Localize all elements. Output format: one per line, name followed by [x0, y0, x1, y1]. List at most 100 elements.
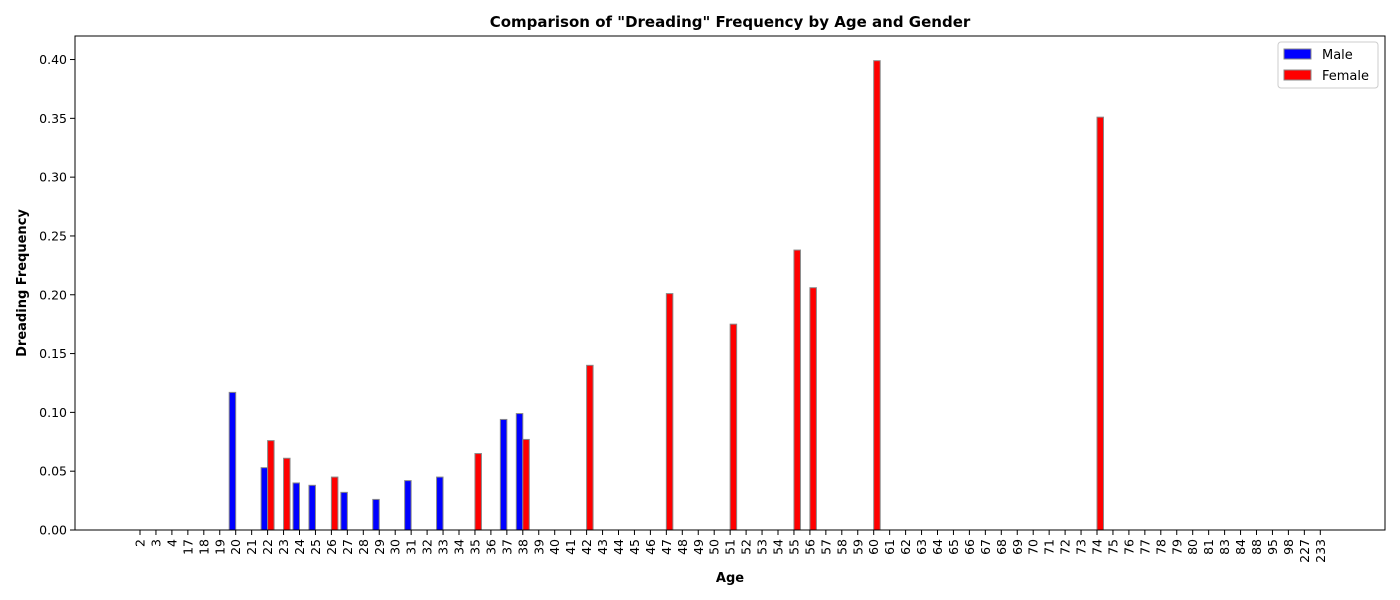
x-tick-label: 18 — [196, 539, 211, 555]
x-tick-label: 81 — [1201, 539, 1216, 555]
x-tick-label: 53 — [755, 539, 770, 555]
x-axis-label: Age — [716, 571, 744, 586]
x-tick-label: 40 — [547, 539, 562, 555]
bar-female-38 — [522, 438, 530, 531]
y-tick-label: 0.25 — [39, 228, 67, 243]
legend-swatch-male — [1283, 48, 1312, 60]
bar-female-60 — [873, 60, 881, 531]
y-tick-label: 0.15 — [39, 346, 67, 361]
x-tick-label: 57 — [818, 539, 833, 555]
legend-label-female: Female — [1322, 69, 1369, 84]
x-tick-label: 55 — [786, 539, 801, 555]
x-tick-label: 56 — [802, 539, 817, 555]
x-tick-label: 4 — [164, 539, 179, 547]
x-tick-label: 33 — [436, 539, 451, 555]
x-tick-label: 80 — [1185, 539, 1200, 555]
x-tick-label: 61 — [882, 539, 897, 555]
x-tick-label: 95 — [1265, 539, 1280, 555]
x-tick-label: 34 — [452, 539, 467, 555]
bar-male-24 — [292, 482, 300, 531]
bar-female-55 — [793, 249, 801, 531]
x-tick-label: 49 — [691, 539, 706, 555]
x-tick-label: 20 — [228, 539, 243, 555]
bar-male-20 — [228, 391, 237, 531]
x-tick-label: 64 — [930, 539, 945, 555]
y-tick-label: 0.35 — [39, 111, 67, 126]
x-tick-label: 65 — [946, 539, 961, 555]
x-tick-label: 63 — [914, 539, 929, 555]
legend-swatch-female — [1283, 69, 1312, 81]
x-tick-label: 73 — [1074, 539, 1089, 555]
bar-male-29 — [372, 498, 380, 531]
x-tick-label: 71 — [1042, 539, 1057, 555]
y-tick-label: 0.40 — [39, 52, 67, 67]
x-tick-label: 75 — [1105, 539, 1120, 555]
x-tick-label: 29 — [372, 539, 387, 555]
x-tick-label: 227 — [1297, 539, 1312, 563]
x-tick-label: 67 — [978, 539, 993, 555]
x-tick-label: 35 — [467, 539, 482, 555]
y-tick-label: 0.00 — [39, 523, 67, 538]
x-tick-label: 76 — [1121, 539, 1136, 555]
x-tick-label: 83 — [1217, 539, 1232, 555]
x-tick-label: 50 — [707, 539, 722, 555]
x-tick-label: 60 — [866, 539, 881, 555]
bar-female-56 — [809, 287, 817, 531]
x-tick-label: 41 — [563, 539, 578, 555]
x-tick-label: 74 — [1090, 539, 1105, 555]
y-tick-label: 0.20 — [39, 287, 67, 302]
x-tick-label: 46 — [643, 539, 658, 555]
x-tick-label: 88 — [1249, 539, 1264, 555]
x-tick-label: 69 — [1010, 539, 1025, 555]
y-tick-label: 0.30 — [39, 170, 67, 185]
x-tick-label: 58 — [834, 539, 849, 555]
x-tick-label: 38 — [515, 539, 530, 555]
x-tick-label: 233 — [1313, 539, 1328, 563]
bar-female-74 — [1096, 116, 1104, 531]
legend-label-male: Male — [1322, 48, 1353, 63]
x-tick-label: 23 — [276, 539, 291, 555]
x-tick-label: 79 — [1169, 539, 1184, 555]
legend: Male Female — [1277, 41, 1379, 89]
x-tick-label: 45 — [627, 539, 642, 555]
x-tick-label: 44 — [611, 539, 626, 555]
x-tick-label: 54 — [771, 539, 786, 555]
x-tick-label: 21 — [244, 539, 259, 555]
x-tick-label: 48 — [675, 539, 690, 555]
x-tick-label: 17 — [180, 539, 195, 555]
bar-female-42 — [586, 364, 594, 531]
bar-female-35 — [474, 453, 482, 531]
y-tick-label: 0.10 — [39, 405, 67, 420]
x-tick-label: 30 — [388, 539, 403, 555]
y-tick-label: 0.05 — [39, 464, 67, 479]
x-tick-label: 51 — [723, 539, 738, 555]
x-tick-label: 19 — [212, 539, 227, 555]
x-tick-label: 3 — [148, 539, 163, 547]
x-tick-label: 24 — [292, 539, 307, 555]
x-tick-label: 59 — [850, 539, 865, 555]
bar-male-38 — [515, 413, 524, 531]
x-tick-label: 52 — [739, 539, 754, 555]
x-tick-label: 31 — [404, 539, 419, 555]
y-axis: 0.00 0.05 0.10 0.15 0.20 0.25 0.30 0.35 0.40 — [39, 52, 75, 538]
x-tick-label: 84 — [1233, 539, 1248, 555]
x-tick-label: 66 — [962, 539, 977, 555]
x-tick-label: 39 — [531, 539, 546, 555]
x-tick-label: 25 — [308, 539, 323, 555]
bar-male-25 — [308, 484, 316, 531]
x-tick-label: 98 — [1281, 539, 1296, 555]
x-tick-label: 43 — [595, 539, 610, 555]
bar-female-47 — [665, 293, 674, 531]
bar-female-51 — [729, 323, 738, 531]
x-tick-label: 68 — [994, 539, 1009, 555]
x-tick-label: 2 — [133, 539, 148, 547]
x-tick-label: 22 — [260, 539, 275, 555]
x-tick-label: 27 — [340, 539, 355, 555]
bar-female-23 — [283, 457, 291, 531]
x-tick-label: 72 — [1058, 539, 1073, 555]
bar-male-27 — [340, 491, 348, 531]
x-tick-label: 70 — [1026, 539, 1041, 555]
bar-male-33 — [436, 476, 444, 531]
x-tick-label: 32 — [420, 539, 435, 555]
